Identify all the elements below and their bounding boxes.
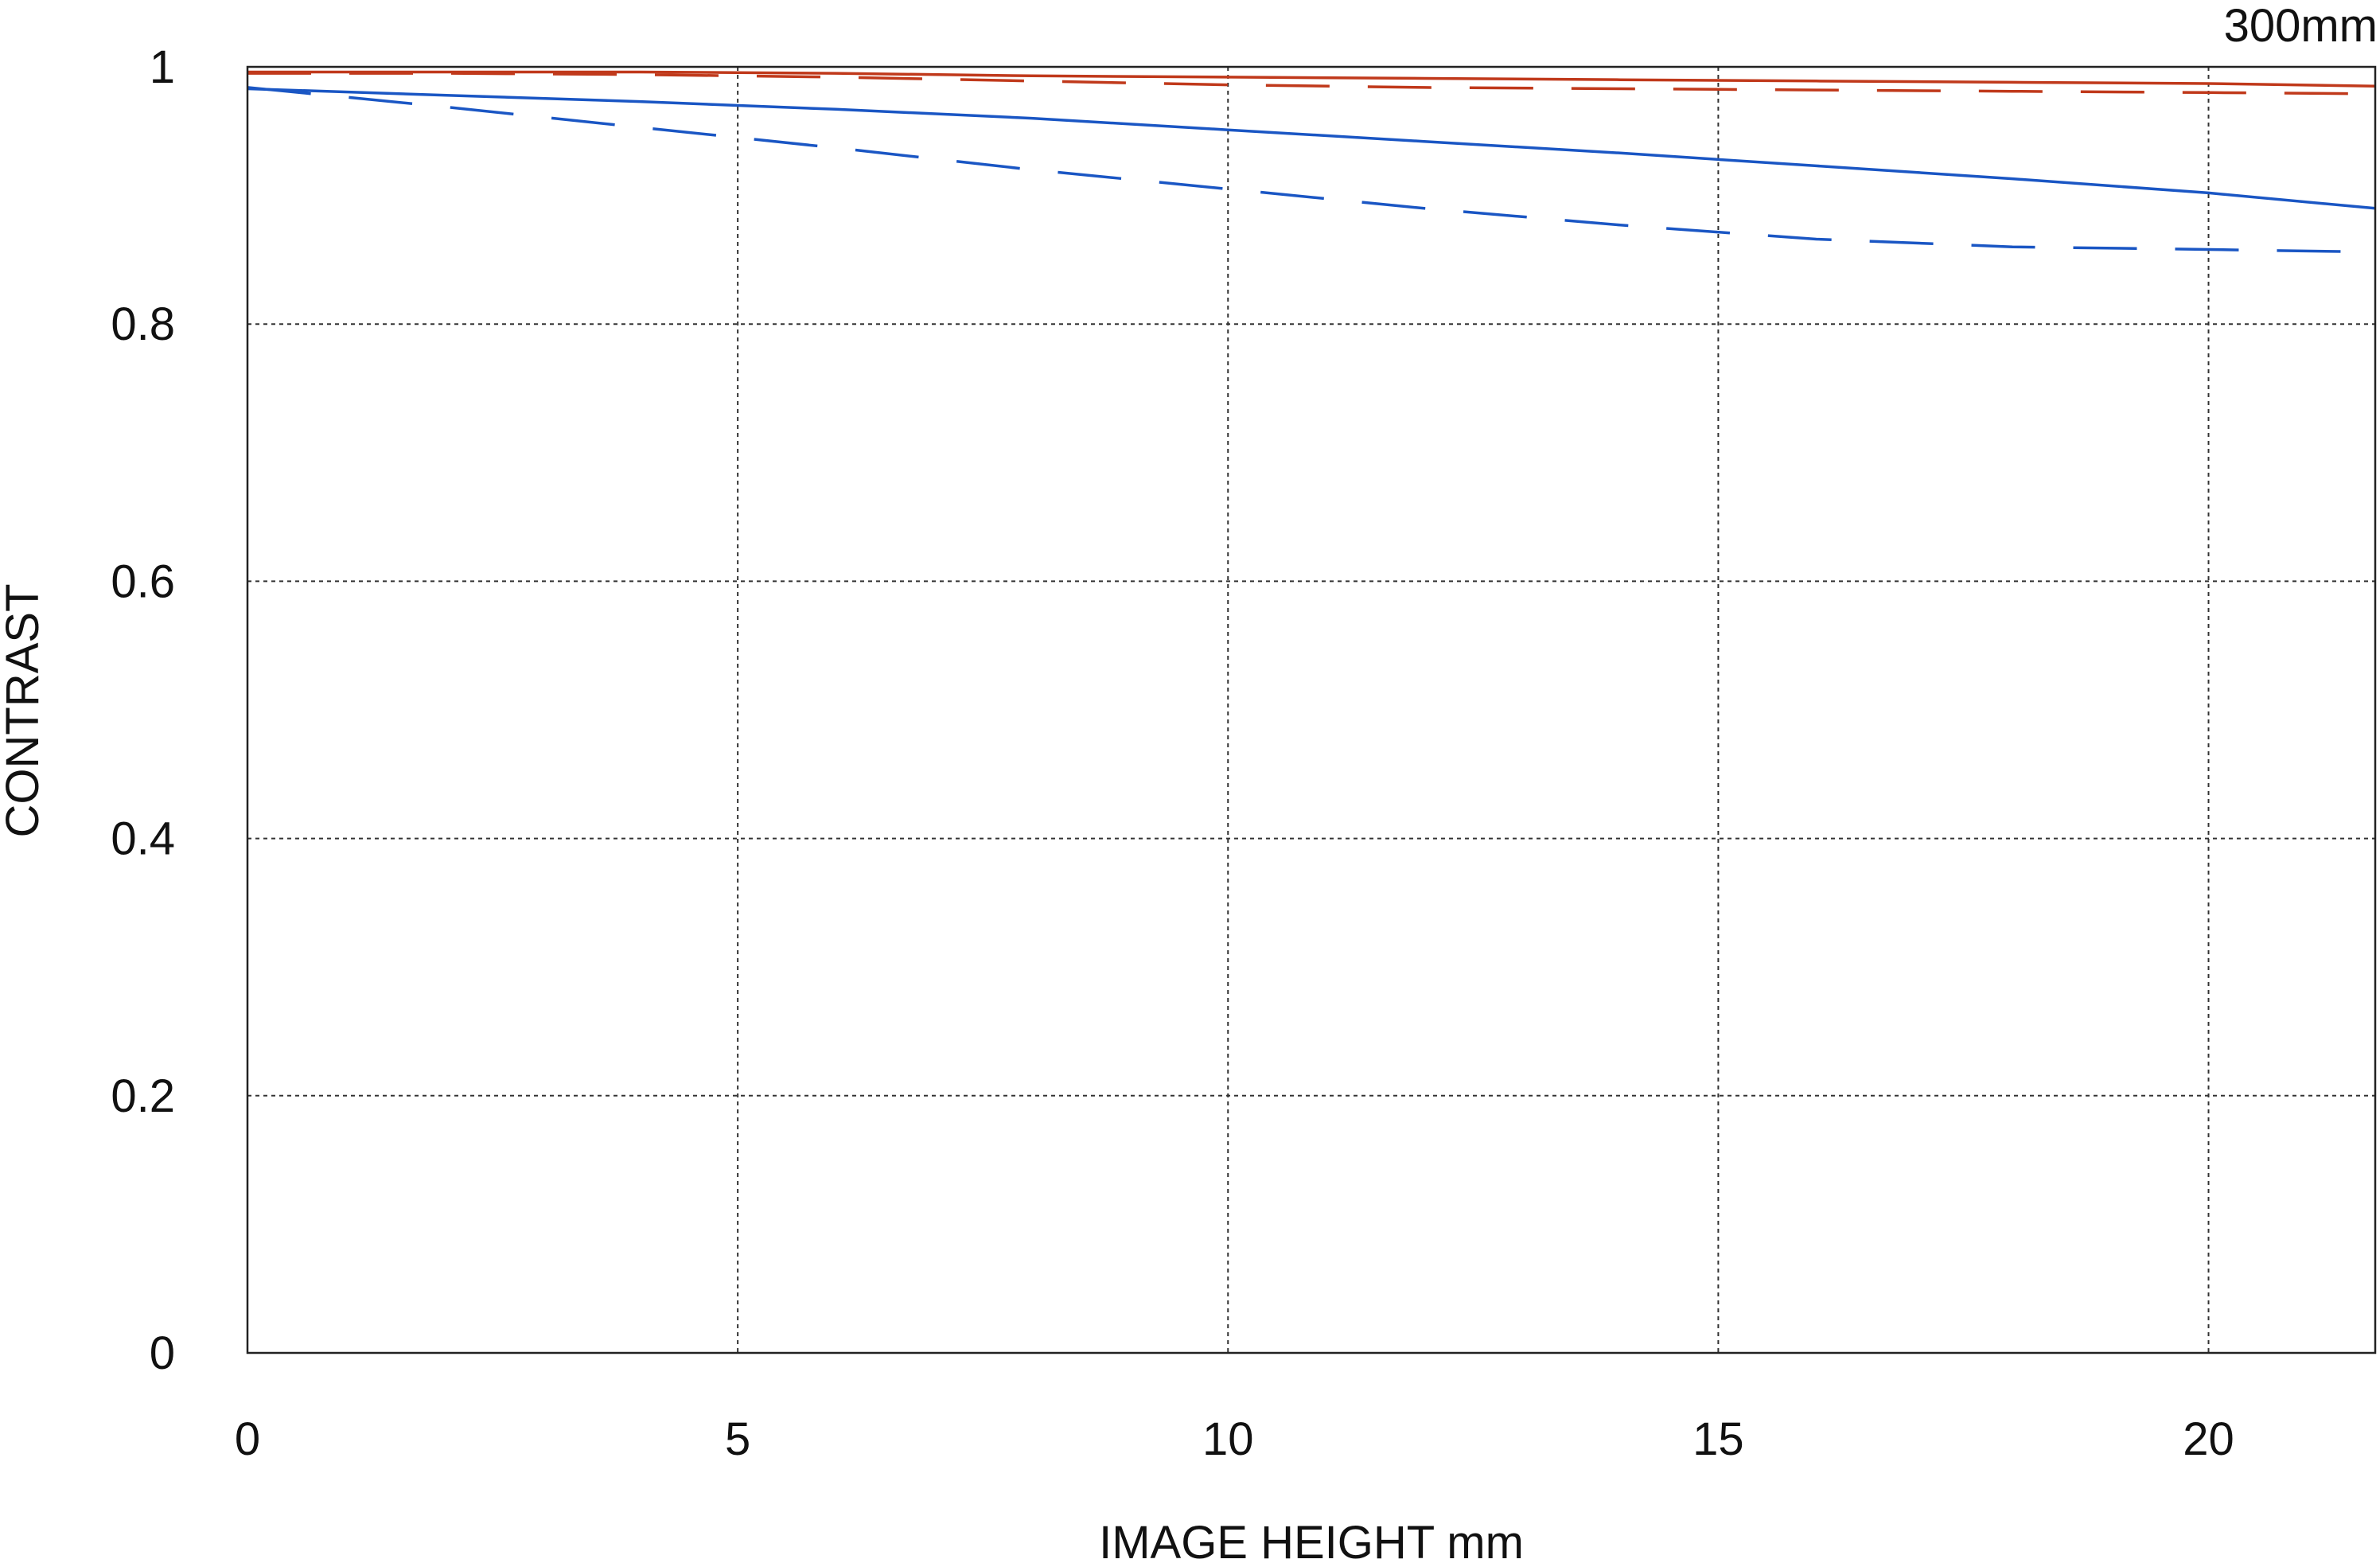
y-tick-label: 0.2: [111, 1070, 175, 1122]
tick-labels: 0 5 10 15 20 0 0.2 0.4 0.6 0.8 1: [111, 41, 2234, 1465]
grid-lines: [247, 67, 2375, 1353]
series-line-2: [247, 72, 2376, 95]
y-tick-label: 0.8: [111, 298, 175, 350]
x-tick-label: 5: [725, 1413, 750, 1465]
series-layer: [247, 70, 2376, 254]
x-tick-label: 20: [2183, 1413, 2234, 1465]
series-line-3: [247, 87, 2376, 210]
plot-frame: [246, 65, 2377, 1354]
series-line-4: [247, 86, 2376, 254]
x-tick-label: 15: [1692, 1413, 1744, 1465]
y-tick-label: 0.4: [111, 813, 175, 865]
y-axis-title: CONTRAST: [0, 584, 49, 838]
x-axis-title: IMAGE HEIGHT mm: [1099, 1517, 1524, 1563]
series-line-1: [247, 70, 2376, 88]
focal-length-label: 300mm: [2224, 0, 2378, 52]
y-tick-label: 0.6: [111, 555, 175, 607]
x-tick-label: 10: [1202, 1413, 1254, 1465]
y-tick-label: 0: [150, 1327, 175, 1379]
y-tick-label: 1: [150, 41, 175, 93]
x-tick-label: 0: [235, 1413, 260, 1465]
